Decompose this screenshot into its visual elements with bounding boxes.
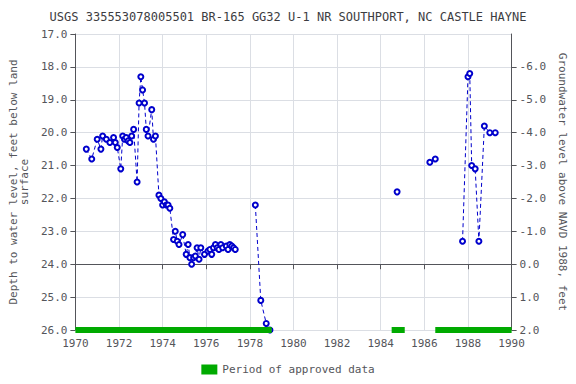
svg-text:-4.0: -4.0 [520,126,547,139]
svg-text:-2.0: -2.0 [520,192,547,205]
svg-text:-3.0: -3.0 [520,159,547,172]
svg-text:25.0: 25.0 [41,291,68,304]
svg-text:26.0: 26.0 [41,324,68,337]
svg-text:1972: 1972 [106,337,133,350]
svg-text:1974: 1974 [149,337,176,350]
svg-text:1970: 1970 [62,337,89,350]
svg-text:-5.0: -5.0 [520,93,547,106]
svg-text:2.0: 2.0 [520,324,540,337]
svg-text:18.0: 18.0 [41,60,68,73]
svg-text:19.0: 19.0 [41,93,68,106]
svg-text:Groundwater level above NAVD 1: Groundwater level above NAVD 1988, feet [556,53,569,311]
svg-text:24.0: 24.0 [41,258,68,271]
svg-text:22.0: 22.0 [41,192,68,205]
svg-text:20.0: 20.0 [41,126,68,139]
svg-text:1982: 1982 [324,337,351,350]
svg-text:1988: 1988 [455,337,482,350]
svg-text:1980: 1980 [280,337,307,350]
svg-text:-1.0: -1.0 [520,225,547,238]
svg-text:1986: 1986 [411,337,438,350]
svg-text:1976: 1976 [193,337,220,350]
svg-text:USGS 335553078005501 BR-165 GG: USGS 335553078005501 BR-165 GG32 U-1 NR … [50,10,527,24]
svg-text:1978: 1978 [237,337,263,350]
svg-text:surface: surface [18,159,31,205]
svg-text:1984: 1984 [367,337,394,350]
svg-text:1.0: 1.0 [520,291,540,304]
svg-text:0.0: 0.0 [520,258,540,271]
svg-text:23.0: 23.0 [41,225,68,238]
svg-text:Depth to water level, feet bel: Depth to water level, feet below land [7,59,20,305]
svg-text:Period of approved data: Period of approved data [222,363,374,376]
svg-text:-6.0: -6.0 [520,60,547,73]
svg-text:21.0: 21.0 [41,159,68,172]
svg-text:1990: 1990 [498,337,525,350]
svg-text:17.0: 17.0 [41,28,68,41]
